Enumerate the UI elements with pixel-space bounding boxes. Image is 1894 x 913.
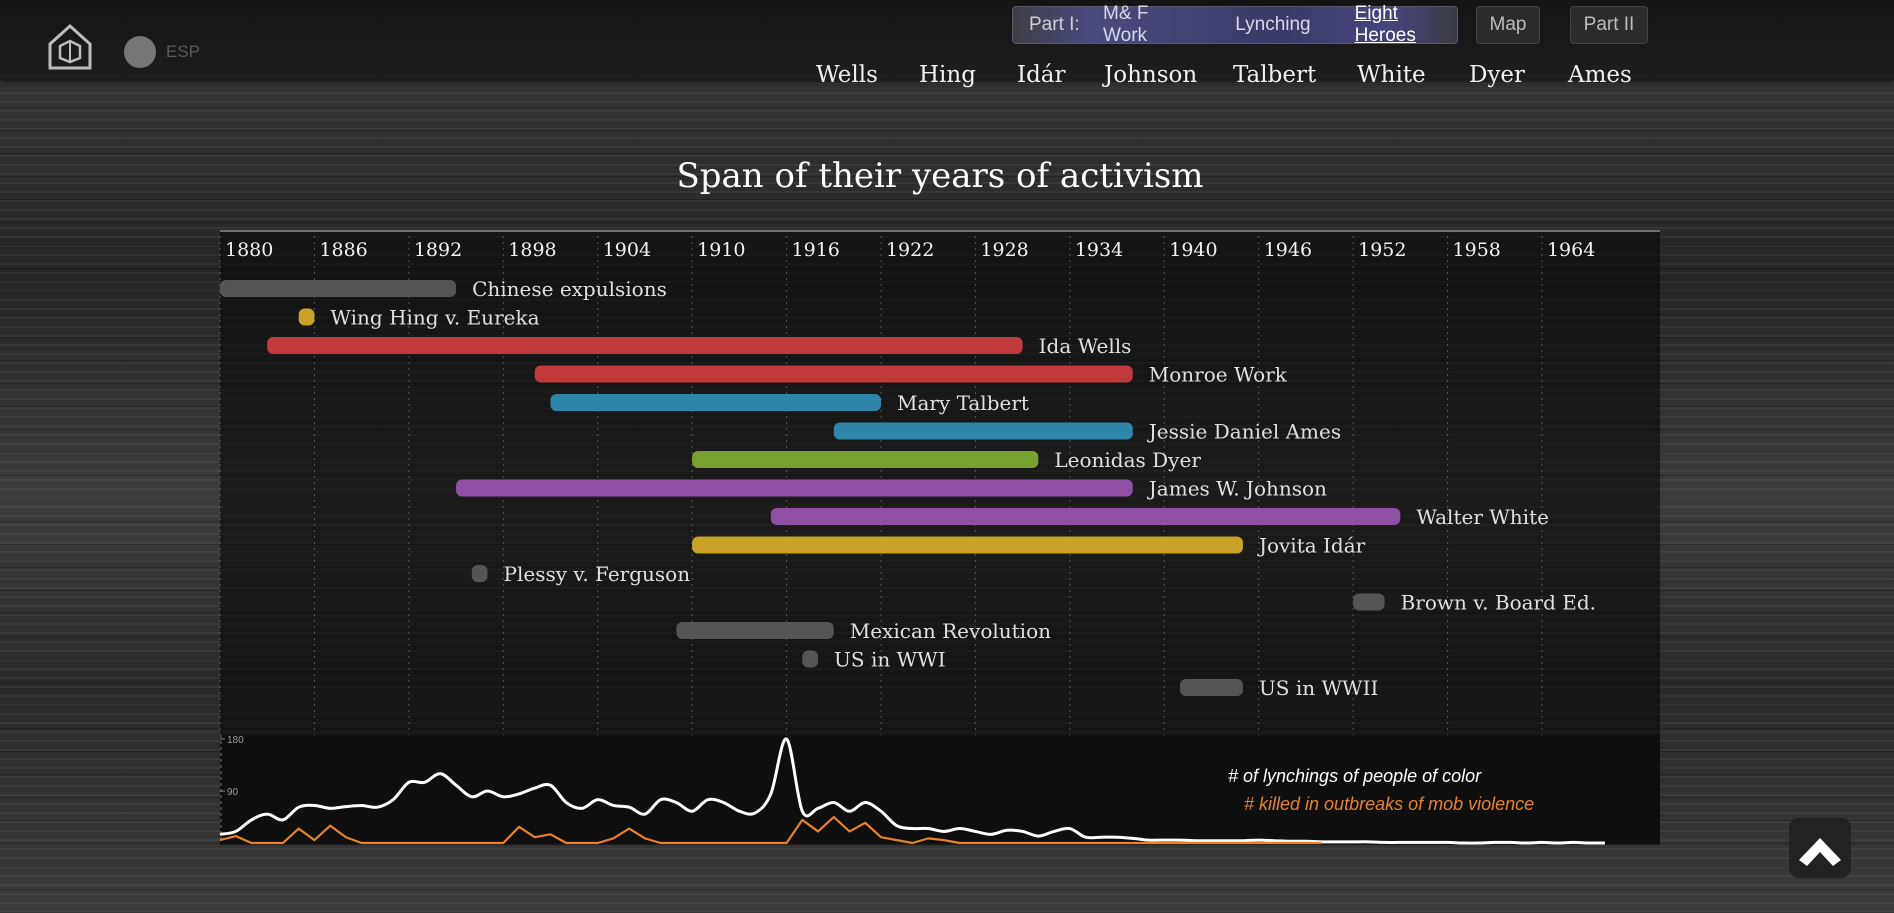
timeline-bar-label: James W. Johnson [1147,477,1327,501]
language-toggle[interactable]: ESP [124,36,200,68]
part-one-label: Part I: [1029,14,1080,35]
x-tick-label: 1946 [1264,239,1312,261]
timeline-bar-label: Ida Wells [1039,334,1132,358]
x-tick-label: 1892 [414,239,462,261]
hero-link-wells[interactable]: Wells [816,62,878,88]
timeline-bar [692,536,1243,554]
line-series [219,815,1322,845]
x-tick-label: 1940 [1169,239,1217,261]
x-tick-label: 1964 [1547,239,1595,261]
timeline-bar [550,394,881,411]
x-tick-label: 1886 [319,239,367,261]
tab-eight-heroes[interactable]: Eight Heroes [1354,3,1416,46]
hero-link-white[interactable]: White [1357,62,1426,88]
x-tick-label: 1898 [508,239,556,261]
x-tick-label: 1916 [792,239,840,261]
timeline-bar [298,308,315,326]
part-one-menu: Part I: M& F Work Lynching Eight Heroes [1012,3,1458,46]
chevron-up-icon [1799,838,1841,866]
timeline-bar [676,622,834,639]
timeline-bar [267,337,1023,354]
part-two-button[interactable]: Part II [1570,6,1648,44]
timeline-bar-label: Brown v. Board Ed. [1401,591,1596,615]
y-tick-label: 90 [227,787,239,798]
x-tick-label: 1934 [1075,239,1123,261]
x-tick-label: 1958 [1453,239,1501,261]
timeline-bar [770,508,1401,525]
timeline-bar-label: Chinese expulsions [472,277,667,301]
x-tick-label: 1928 [980,239,1028,261]
series-legend-label: # killed in outbreaks of mob violence [1244,794,1534,814]
home-icon[interactable] [46,22,94,70]
timeline-bar [220,280,457,297]
line-series [219,737,1605,845]
language-label: ESP [166,42,201,61]
timeline-bar-label: Leonidas Dyer [1054,448,1201,472]
hero-link-talbert[interactable]: Talbert [1233,62,1317,88]
scroll-to-top-button[interactable] [1789,818,1851,878]
x-tick-label: 1880 [225,239,273,261]
x-tick-label: 1904 [603,239,651,261]
hero-link-hing[interactable]: Hing [919,62,976,88]
timeline-bar-label: Mary Talbert [897,391,1029,415]
line-panel-background [220,735,1660,843]
timeline-bar-label: Mexican Revolution [850,619,1051,643]
timeline-bar-label: US in WWII [1259,676,1378,700]
hero-link-johnson[interactable]: Johnson [1104,62,1198,88]
timeline-bar [692,451,1039,468]
top-navigation-bar: ESP Part I: M& F Work Lynching Eight Her… [0,0,1894,80]
map-button[interactable]: Map [1476,6,1540,44]
hero-link-dyer[interactable]: Dyer [1469,62,1526,88]
timeline-bar-label: Jovita Idár [1257,534,1366,558]
timeline-bar [1180,679,1243,696]
timeline-bar [471,565,488,582]
series-legend-label: # of lynchings of people of color [1228,766,1482,786]
timeline-bar-label: Jessie Daniel Ames [1147,420,1341,444]
timeline-bar-label: Monroe Work [1149,363,1288,387]
tab-lynching[interactable]: Lynching [1235,14,1311,35]
y-tick-label: 180 [227,735,244,746]
timeline-bar [802,650,819,668]
x-tick-label: 1952 [1358,239,1406,261]
timeline-bar-label: Walter White [1416,505,1549,529]
toggle-knob[interactable] [124,36,156,68]
x-tick-label: 1910 [697,239,745,261]
timeline-bar [833,422,1133,440]
timeline-bar-label: Wing Hing v. Eureka [330,306,539,330]
timeline-bar-label: US in WWI [834,648,946,672]
timeline-bar [534,365,1133,383]
hero-link-ames[interactable]: Ames [1568,62,1632,88]
timeline-bar [456,479,1133,497]
tab-mf-work[interactable]: M& F Work [1103,3,1149,46]
x-tick-label: 1922 [886,239,934,261]
timeline-bar-label: Plessy v. Ferguson [504,562,691,586]
chart-title: Span of their years of activism [676,156,1204,196]
hero-link-idar[interactable]: Idár [1017,62,1066,88]
timeline-bar [1353,593,1385,611]
